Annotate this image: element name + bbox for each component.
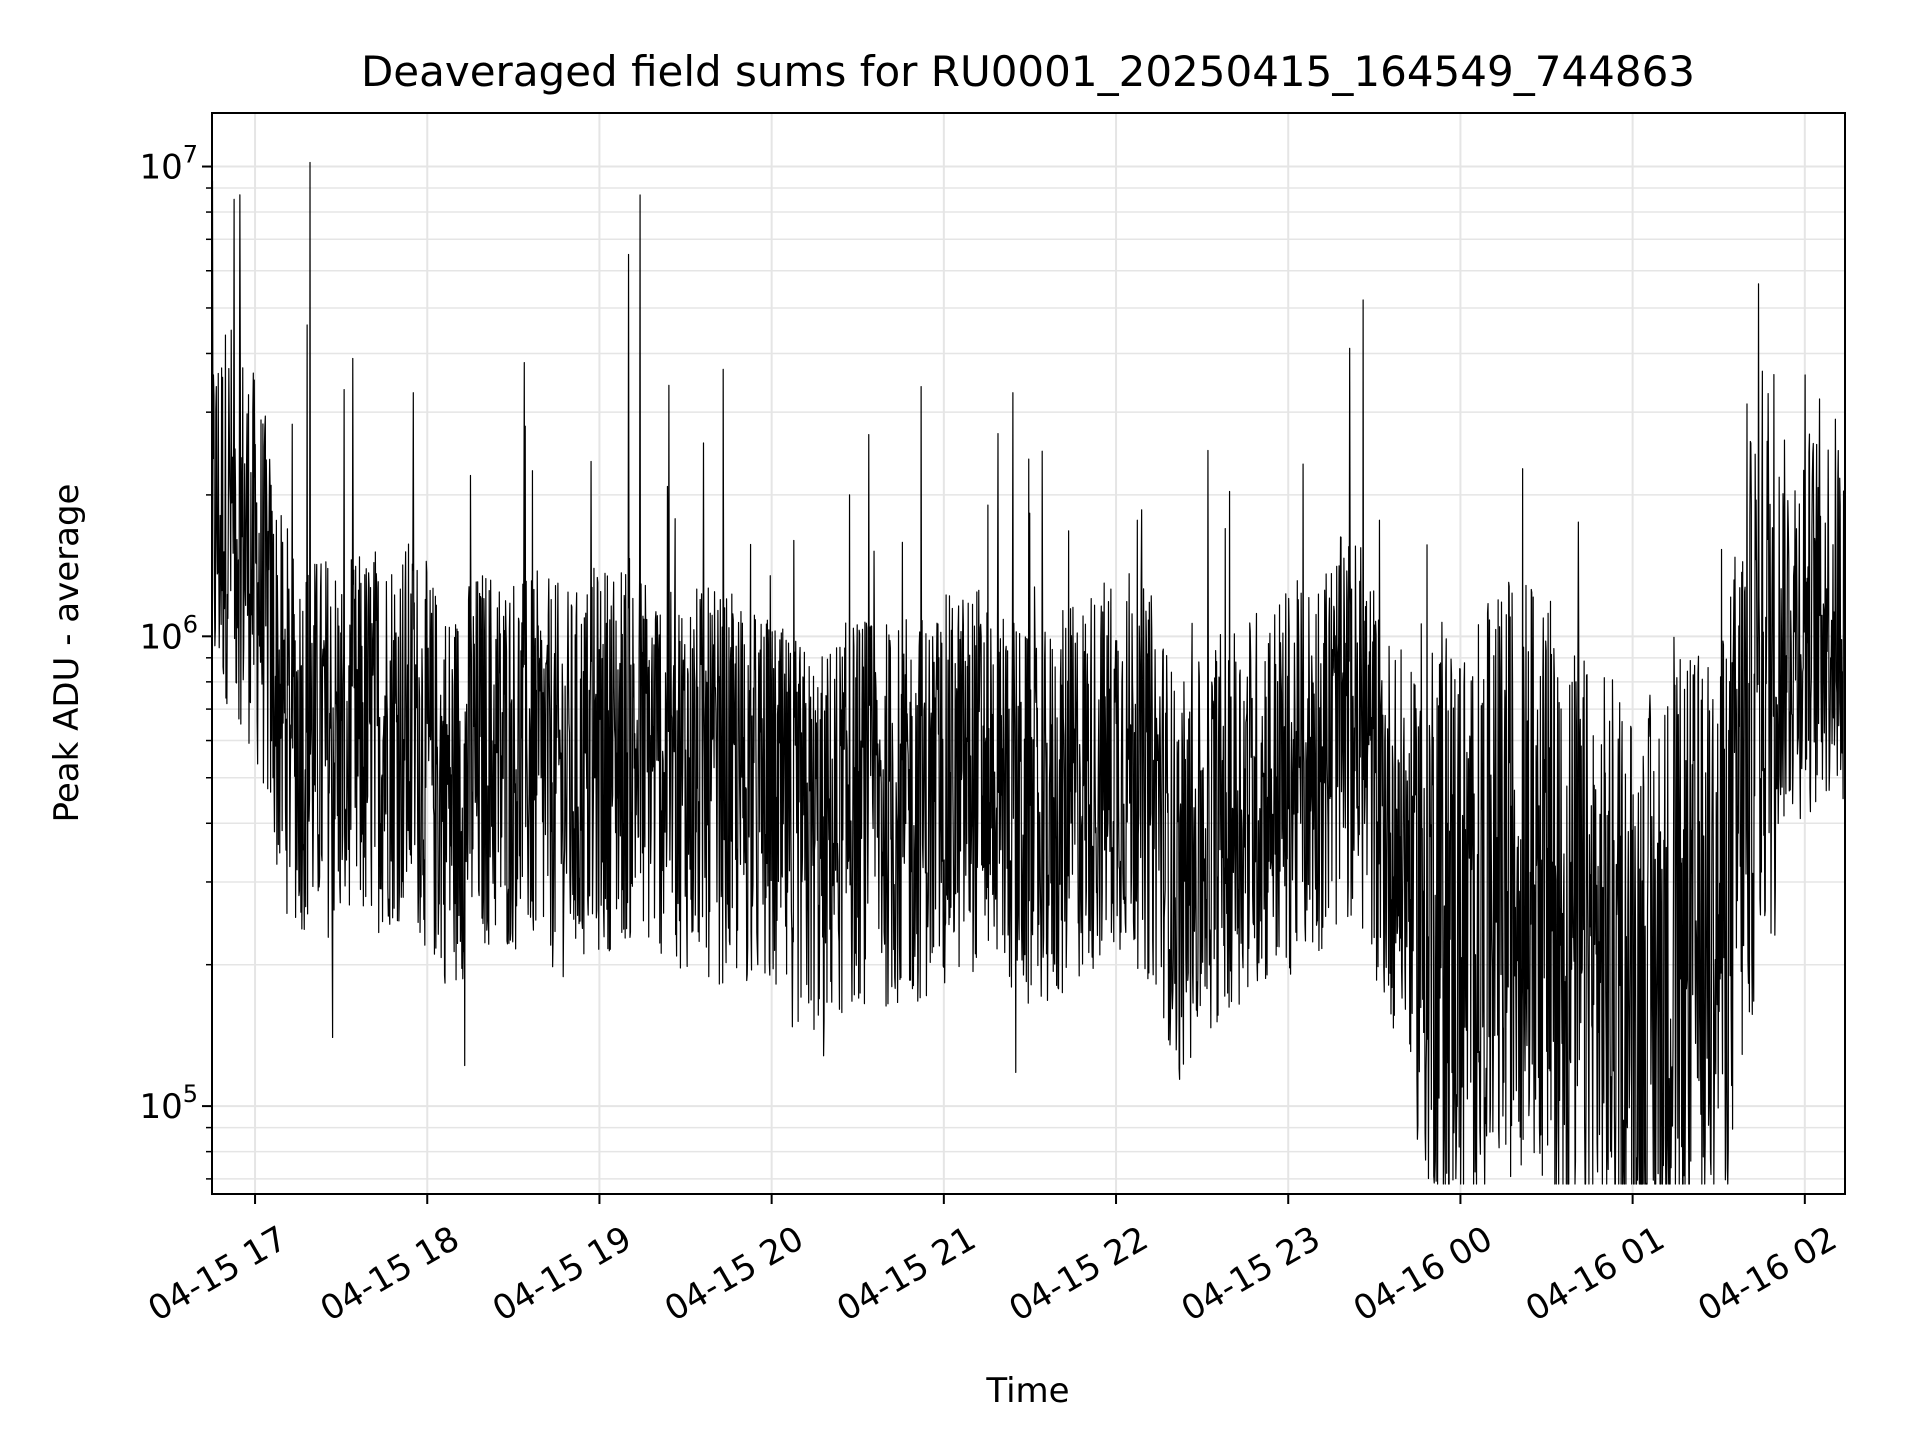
series-line xyxy=(211,161,1846,1185)
series xyxy=(211,161,1846,1185)
y-axis: 105 106 107 xyxy=(139,141,212,1180)
x-axis-label: Time xyxy=(985,1371,1069,1411)
plot-frame xyxy=(211,112,1846,1195)
y-tick-label: 106 xyxy=(139,610,198,657)
chart-title: Deaveraged field sums for RU0001_2025041… xyxy=(361,47,1695,96)
y-axis-label: Peak ADU - average xyxy=(47,484,87,823)
y-tick-label: 105 xyxy=(139,1080,198,1127)
y-tick-label: 107 xyxy=(139,141,198,188)
